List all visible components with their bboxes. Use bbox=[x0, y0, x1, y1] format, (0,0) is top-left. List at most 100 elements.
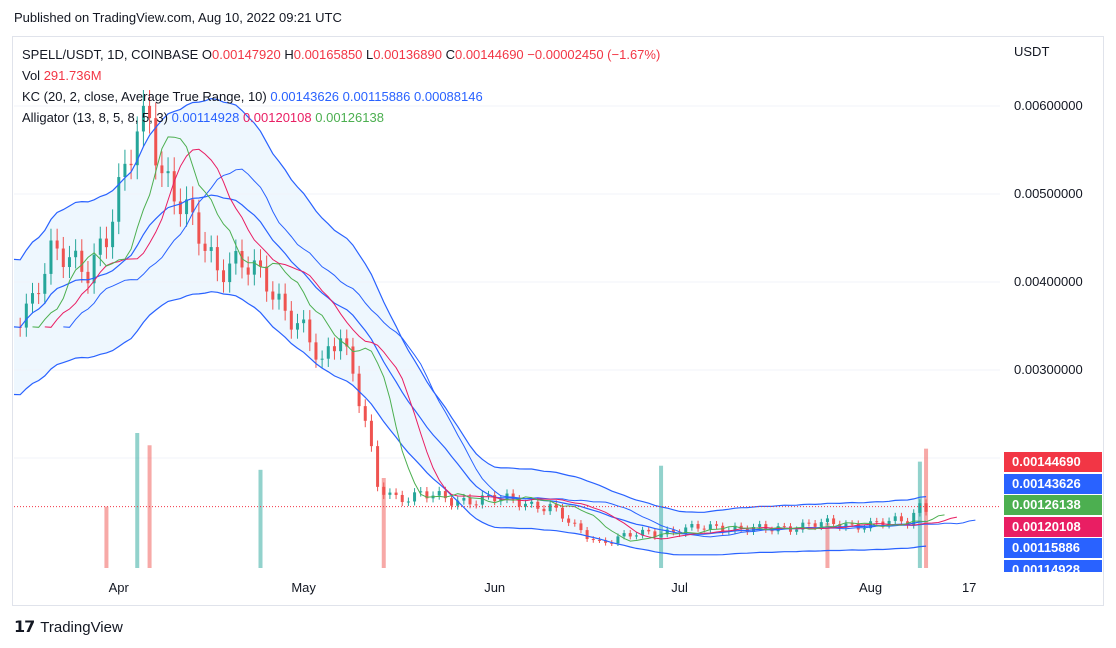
candle-body[interactable] bbox=[474, 504, 478, 506]
candle-body[interactable] bbox=[228, 263, 232, 283]
candle-body[interactable] bbox=[708, 524, 712, 530]
candle-body[interactable] bbox=[628, 533, 632, 537]
candle-body[interactable] bbox=[86, 271, 90, 284]
candle-body[interactable] bbox=[104, 238, 108, 248]
candle-body[interactable] bbox=[696, 524, 700, 529]
candle-body[interactable] bbox=[185, 199, 189, 215]
candle-body[interactable] bbox=[339, 338, 343, 352]
candle-body[interactable] bbox=[844, 523, 848, 528]
candle-body[interactable] bbox=[548, 504, 552, 512]
candle-body[interactable] bbox=[468, 497, 472, 505]
candle-body[interactable] bbox=[191, 199, 195, 213]
candle-body[interactable] bbox=[252, 260, 256, 275]
candle-body[interactable] bbox=[277, 293, 281, 300]
candle-body[interactable] bbox=[376, 446, 380, 487]
legend-vol-label[interactable]: Vol bbox=[22, 68, 41, 83]
candle-body[interactable] bbox=[98, 238, 102, 255]
candle-body[interactable] bbox=[117, 177, 121, 222]
candle-body[interactable] bbox=[733, 525, 737, 531]
candle-body[interactable] bbox=[536, 501, 540, 509]
candle-body[interactable] bbox=[610, 542, 614, 544]
candle-body[interactable] bbox=[326, 346, 330, 359]
candle-body[interactable] bbox=[801, 522, 805, 530]
candle-body[interactable] bbox=[616, 536, 620, 544]
candle-body[interactable] bbox=[345, 338, 349, 347]
candle-body[interactable] bbox=[573, 522, 577, 524]
candle-body[interactable] bbox=[622, 533, 626, 537]
candle-body[interactable] bbox=[567, 518, 571, 523]
candle-body[interactable] bbox=[289, 310, 293, 330]
candle-body[interactable] bbox=[782, 526, 786, 528]
candle-body[interactable] bbox=[875, 521, 879, 523]
candle-body[interactable] bbox=[517, 499, 521, 507]
candle-body[interactable] bbox=[715, 524, 719, 526]
candle-body[interactable] bbox=[437, 491, 441, 496]
candle-body[interactable] bbox=[850, 523, 854, 525]
candle-body[interactable] bbox=[222, 270, 226, 283]
candle-body[interactable] bbox=[166, 171, 170, 174]
candle-body[interactable] bbox=[505, 493, 509, 500]
candle-body[interactable] bbox=[887, 520, 891, 526]
candle-body[interactable] bbox=[554, 504, 558, 508]
candle-body[interactable] bbox=[178, 201, 182, 215]
candle-body[interactable] bbox=[665, 529, 669, 535]
candle-body[interactable] bbox=[92, 254, 96, 284]
candle-body[interactable] bbox=[912, 512, 916, 526]
candle-body[interactable] bbox=[807, 522, 811, 524]
candle-body[interactable] bbox=[770, 529, 774, 532]
candle-body[interactable] bbox=[394, 492, 398, 495]
candle-body[interactable] bbox=[739, 525, 743, 529]
candle-body[interactable] bbox=[129, 163, 133, 166]
candle-body[interactable] bbox=[234, 251, 238, 264]
candle-body[interactable] bbox=[111, 221, 115, 248]
candle-body[interactable] bbox=[899, 516, 903, 522]
chart-frame[interactable] bbox=[12, 36, 1104, 606]
candle-body[interactable] bbox=[480, 495, 484, 505]
candle-body[interactable] bbox=[819, 522, 823, 527]
candle-body[interactable] bbox=[320, 358, 324, 360]
candle-body[interactable] bbox=[148, 105, 152, 119]
candle-body[interactable] bbox=[591, 539, 595, 541]
candle-body[interactable] bbox=[634, 535, 638, 537]
candle-body[interactable] bbox=[450, 498, 454, 506]
candle-body[interactable] bbox=[308, 319, 312, 343]
candle-body[interactable] bbox=[684, 527, 688, 534]
candle-body[interactable] bbox=[295, 323, 299, 330]
candle-body[interactable] bbox=[862, 528, 866, 530]
candle-body[interactable] bbox=[351, 346, 355, 374]
candle-body[interactable] bbox=[24, 303, 28, 328]
candle-body[interactable] bbox=[259, 260, 262, 267]
candle-body[interactable] bbox=[653, 531, 657, 537]
candle-body[interactable] bbox=[197, 212, 201, 244]
candle-body[interactable] bbox=[357, 373, 361, 407]
candle-body[interactable] bbox=[659, 534, 663, 537]
candle-body[interactable] bbox=[758, 524, 762, 527]
candle-body[interactable] bbox=[419, 491, 423, 493]
candle-body[interactable] bbox=[74, 250, 78, 258]
candle-body[interactable] bbox=[271, 291, 275, 300]
candle-body[interactable] bbox=[332, 346, 336, 352]
candle-body[interactable] bbox=[825, 518, 829, 523]
candle-body[interactable] bbox=[523, 503, 527, 507]
candle-body[interactable] bbox=[388, 492, 392, 495]
candle-body[interactable] bbox=[893, 516, 897, 521]
candle-body[interactable] bbox=[493, 495, 497, 502]
candle-body[interactable] bbox=[764, 524, 768, 530]
candle-body[interactable] bbox=[456, 500, 460, 506]
candle-body[interactable] bbox=[49, 240, 53, 274]
candle-body[interactable] bbox=[283, 293, 287, 311]
candle-body[interactable] bbox=[585, 530, 589, 540]
candle-body[interactable] bbox=[604, 540, 608, 543]
candle-body[interactable] bbox=[838, 524, 842, 528]
candle-body[interactable] bbox=[246, 267, 250, 275]
legend-alligator-label[interactable]: Alligator (13, 8, 5, 8, 5, 3) bbox=[22, 110, 168, 125]
candle-body[interactable] bbox=[302, 319, 306, 324]
candle-body[interactable] bbox=[400, 494, 404, 503]
candle-body[interactable] bbox=[30, 293, 34, 304]
legend-symbol[interactable]: SPELL/USDT, 1D, COINBASE bbox=[22, 47, 199, 62]
candle-body[interactable] bbox=[203, 243, 207, 251]
candle-body[interactable] bbox=[690, 524, 694, 528]
candle-body[interactable] bbox=[795, 529, 799, 532]
candle-body[interactable] bbox=[597, 539, 601, 541]
